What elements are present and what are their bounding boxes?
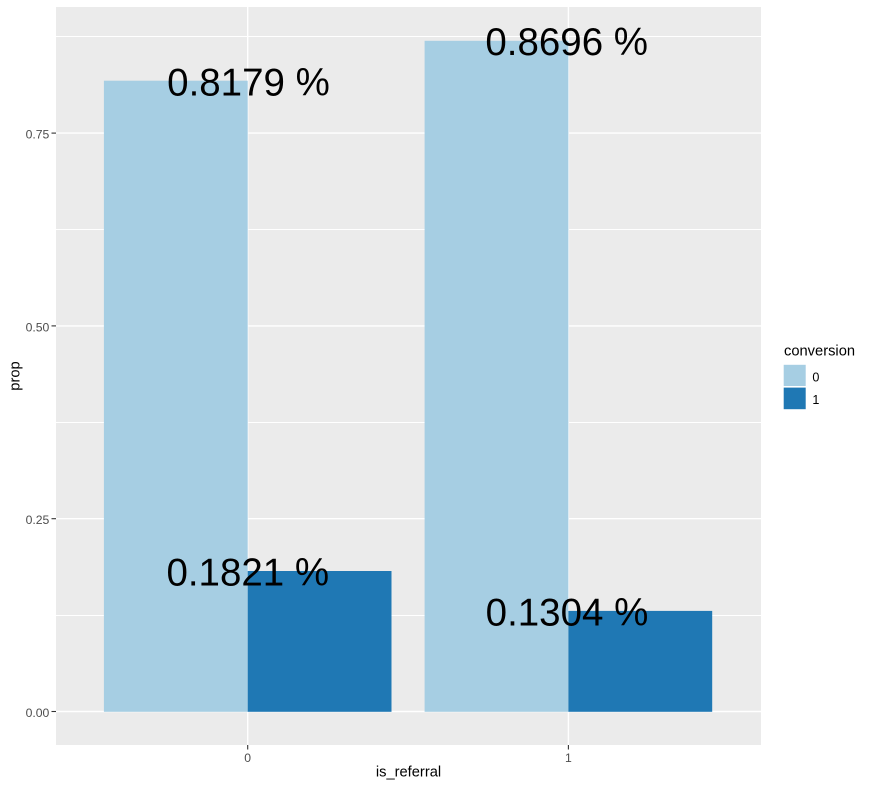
svg-text:0: 0	[812, 370, 819, 384]
svg-text:conversion: conversion	[784, 344, 855, 360]
svg-text:0.1821 %: 0.1821 %	[166, 552, 329, 595]
svg-text:0.25: 0.25	[26, 513, 50, 527]
svg-text:0.50: 0.50	[26, 320, 50, 334]
svg-text:0: 0	[244, 751, 251, 765]
svg-text:is_referral: is_referral	[376, 765, 441, 781]
svg-text:0.8179 %: 0.8179 %	[167, 62, 330, 105]
svg-text:0.1304 %: 0.1304 %	[486, 592, 649, 635]
svg-text:0.8696 %: 0.8696 %	[485, 21, 648, 64]
svg-text:prop: prop	[7, 361, 23, 390]
svg-text:1: 1	[812, 393, 819, 407]
svg-text:0.75: 0.75	[26, 128, 50, 142]
svg-text:0.00: 0.00	[26, 706, 50, 720]
svg-text:1: 1	[565, 751, 572, 765]
